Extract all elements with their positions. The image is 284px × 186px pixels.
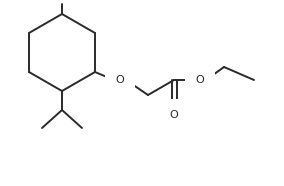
Text: O: O	[196, 75, 204, 85]
Text: O: O	[116, 75, 124, 85]
Text: O: O	[170, 110, 178, 120]
